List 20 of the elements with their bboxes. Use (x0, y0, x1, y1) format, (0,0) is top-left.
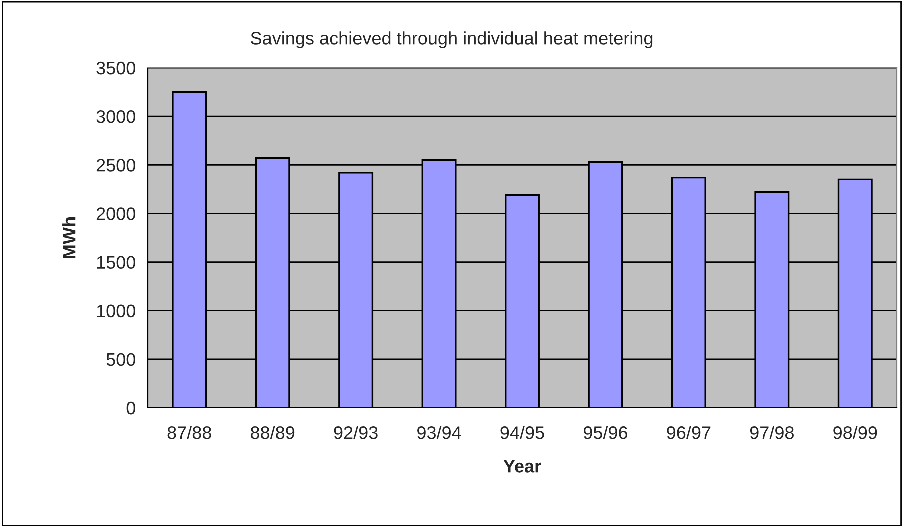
y-tick-label: 3000 (96, 110, 136, 124)
y-tick-label: 1000 (97, 304, 136, 318)
y-tick-label: 1500 (97, 256, 136, 270)
chart-title: Savings achieved through individual heat metering (251, 32, 653, 48)
x-tick-label: 96/97 (667, 426, 711, 440)
x-tick-label: 93/94 (418, 426, 462, 440)
y-tick-label: 3500 (96, 62, 136, 75)
x-tick-label: 92/93 (334, 426, 378, 440)
y-axis-title: MWh (62, 218, 76, 258)
x-tick-label: 98/99 (834, 426, 878, 440)
x-tick-label: 94/95 (500, 426, 544, 440)
x-tick-label: 95/96 (584, 426, 628, 440)
x-axis-title: Year (504, 460, 542, 473)
y-tick-label: 2500 (96, 159, 136, 172)
y-tick-label: 500 (106, 353, 136, 366)
y-tick-label: 2000 (96, 208, 136, 220)
x-tick-label: 97/98 (750, 426, 794, 440)
y-tick-label: 0 (126, 402, 136, 415)
x-tick-label: 88/89 (251, 426, 295, 440)
x-tick-label: 87/88 (168, 426, 212, 440)
